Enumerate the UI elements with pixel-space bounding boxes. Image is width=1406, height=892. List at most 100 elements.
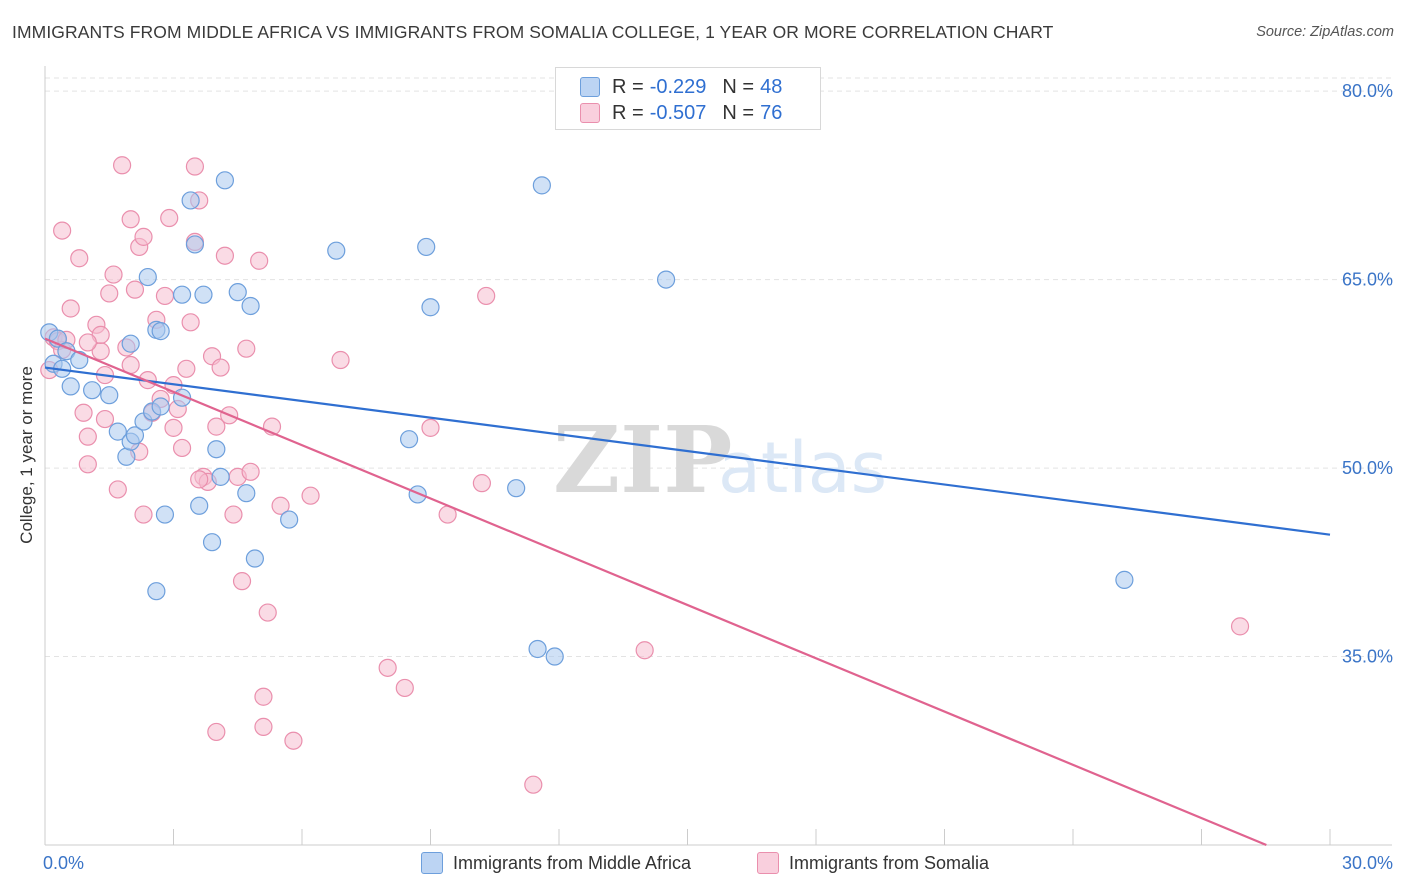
somalia-point: [100, 284, 119, 303]
middle-africa-point: [656, 270, 676, 289]
somalia-point: [254, 717, 273, 736]
somalia-point: [215, 246, 234, 265]
somalia-point: [155, 286, 175, 306]
legend-r-label: R =: [612, 75, 644, 98]
tick-labels: 35.0% 50.0% 65.0% 80.0% 0.0% 30.0%: [43, 81, 1393, 873]
somalia-point: [378, 658, 397, 677]
middle-africa-point: [147, 582, 166, 601]
middle-africa-point: [125, 426, 145, 445]
somalia-point: [207, 417, 226, 436]
y-axis-label: College, 1 year or more: [17, 366, 36, 544]
somalia-point: [134, 505, 153, 524]
bottom-legend-middle-africa: Immigrants from Middle Africa: [421, 852, 691, 874]
middle-africa-point: [215, 171, 234, 190]
middle-africa-point: [61, 377, 80, 396]
middle-africa-point: [528, 639, 547, 659]
middle-africa-point: [151, 322, 170, 341]
legend-swatch-pink: [580, 103, 600, 123]
watermark-atlas: atlas: [718, 427, 887, 509]
y-tick-label: 80.0%: [1342, 81, 1393, 101]
somalia-point: [181, 313, 200, 332]
somalia-point: [331, 350, 350, 370]
middle-africa-point: [121, 334, 140, 353]
middle-africa-point: [237, 484, 256, 503]
middle-africa-point: [228, 283, 247, 302]
middle-africa-point: [155, 505, 175, 524]
middle-africa-point: [207, 440, 226, 459]
watermark-zip: ZIP: [553, 406, 732, 514]
somalia-point: [207, 722, 226, 742]
x-tick-label: 0.0%: [43, 853, 84, 873]
somalia-point: [472, 474, 491, 493]
somalia-point: [95, 409, 115, 429]
somalia-trend-line: [44, 337, 1267, 847]
middle-africa-point: [190, 496, 209, 515]
somalia-point: [301, 486, 320, 505]
middle-africa-point: [327, 241, 346, 260]
somalia-point: [185, 157, 205, 176]
bottom-legend-swatch-blue: [421, 852, 443, 874]
somalia-point: [284, 731, 303, 750]
middle-africa-point: [245, 549, 264, 568]
bottom-legend-label: Immigrants from Somalia: [789, 852, 990, 873]
middle-africa-point: [181, 191, 200, 210]
axes: [44, 66, 1392, 846]
somalia-point: [53, 221, 72, 240]
middle-africa-point: [70, 350, 89, 370]
somalia-point: [70, 249, 89, 268]
somalia-point: [164, 418, 183, 437]
somalia-point: [125, 280, 145, 299]
middle-africa-point: [545, 647, 564, 666]
grid-lines: [45, 77, 1392, 658]
middle-africa-point: [108, 422, 127, 441]
somalia-point: [61, 299, 80, 318]
middle-africa-point: [138, 267, 157, 287]
middle-africa-point: [507, 479, 526, 498]
stats-legend: R = -0.229 N = 48 R = -0.507 N = 76: [555, 67, 821, 130]
somalia-point: [224, 505, 243, 524]
somalia-point: [237, 339, 256, 358]
y-tick-label: 65.0%: [1342, 270, 1393, 290]
somalia-point: [524, 775, 543, 794]
somalia-point: [78, 333, 97, 352]
somalia-point: [395, 678, 414, 698]
middle-africa-point: [100, 386, 119, 405]
somalia-point: [121, 210, 140, 229]
y-tick-label: 35.0%: [1342, 647, 1393, 667]
somalia-point: [1230, 617, 1250, 636]
somalia-point: [104, 265, 123, 284]
somalia-point: [258, 603, 277, 622]
somalia-point: [177, 359, 196, 378]
bottom-legend-somalia: Immigrants from Somalia: [757, 852, 989, 874]
middle-africa-point: [421, 298, 440, 317]
middle-africa-point: [117, 447, 136, 466]
legend-r-label: R =: [612, 101, 644, 124]
middle-africa-point: [172, 285, 192, 304]
chart-title: IMMIGRANTS FROM MIDDLE AFRICA VS IMMIGRA…: [12, 22, 1054, 42]
somalia-point: [78, 427, 97, 446]
somalia-point: [232, 572, 252, 591]
somalia-point: [241, 462, 260, 481]
watermark: ZIP atlas: [553, 406, 887, 514]
somalia-point: [477, 286, 496, 306]
somalia-point: [74, 403, 93, 422]
legend-n-value: 48: [760, 75, 783, 98]
middle-africa-trend-line: [44, 366, 1331, 536]
somalia-point: [108, 480, 127, 499]
somalia-point: [172, 438, 192, 458]
middle-africa-point: [532, 176, 551, 195]
trend-lines: [44, 337, 1331, 847]
bottom-legend-label: Immigrants from Middle Africa: [453, 852, 692, 873]
middle-africa-point: [1115, 570, 1134, 589]
somalia-point: [421, 418, 440, 437]
somalia-point: [254, 687, 273, 706]
middle-africa-point: [417, 237, 436, 257]
legend-swatch-blue: [580, 77, 600, 97]
legend-r-value: -0.229: [649, 75, 707, 98]
middle-africa-point: [202, 533, 222, 552]
somalia-point: [190, 470, 209, 489]
legend-r-value: -0.507: [649, 101, 707, 124]
somalia-point: [134, 227, 153, 246]
x-tick-label: 30.0%: [1342, 853, 1393, 873]
